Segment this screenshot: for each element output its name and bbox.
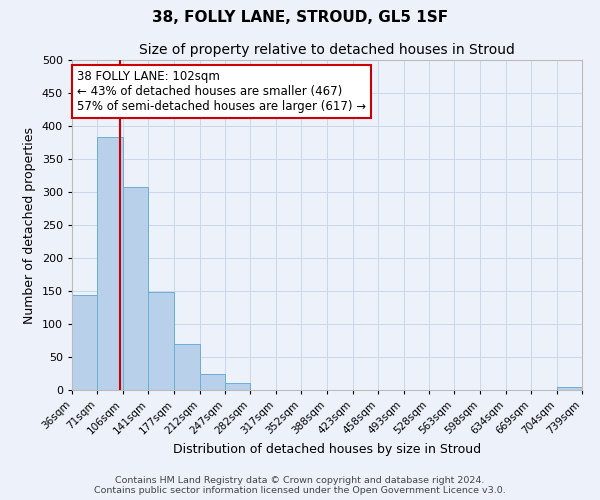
Bar [148,292,173,390]
Title: Size of property relative to detached houses in Stroud: Size of property relative to detached ho… [139,44,515,58]
Text: 38, FOLLY LANE, STROUD, GL5 1SF: 38, FOLLY LANE, STROUD, GL5 1SF [152,10,448,25]
Bar [174,344,200,390]
X-axis label: Distribution of detached houses by size in Stroud: Distribution of detached houses by size … [173,443,481,456]
Text: 38 FOLLY LANE: 102sqm
← 43% of detached houses are smaller (467)
57% of semi-det: 38 FOLLY LANE: 102sqm ← 43% of detached … [77,70,366,113]
Bar [200,374,225,390]
Text: Contains HM Land Registry data © Crown copyright and database right 2024.
Contai: Contains HM Land Registry data © Crown c… [94,476,506,495]
Bar [225,384,250,390]
Bar [97,136,123,390]
Bar [557,386,582,390]
Bar [72,295,97,390]
Bar [123,186,148,390]
Y-axis label: Number of detached properties: Number of detached properties [23,126,36,324]
